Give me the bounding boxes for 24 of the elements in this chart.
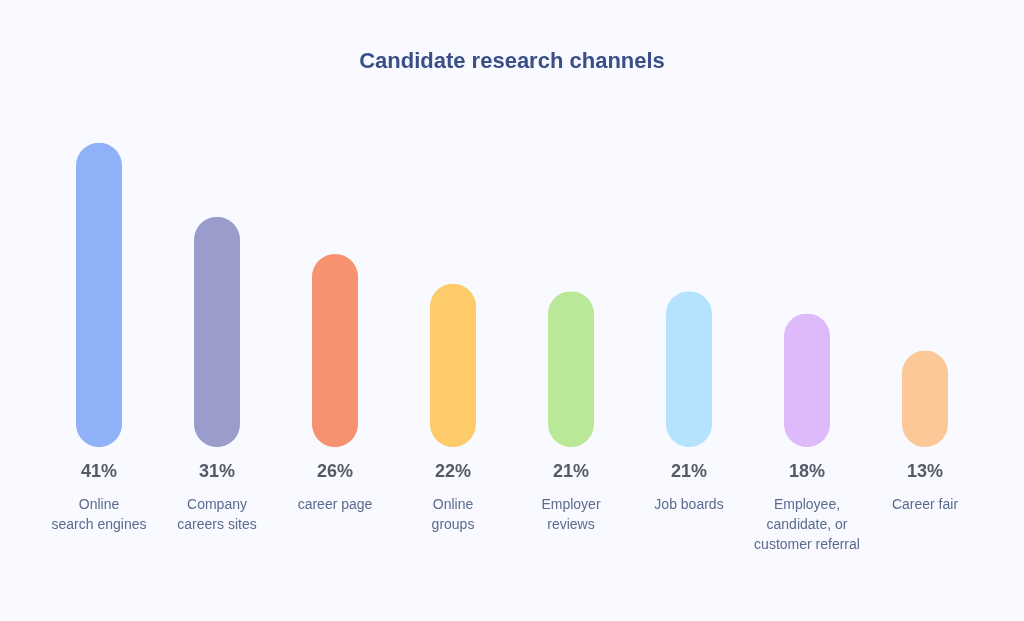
- x-tick-label: Online groups: [431, 495, 475, 532]
- bar: [194, 216, 240, 447]
- data-label: 31%: [198, 461, 236, 481]
- x-tick-label: Job boards: [654, 495, 724, 512]
- data-label: 21%: [670, 461, 708, 481]
- bar: [784, 313, 830, 447]
- data-label: 41%: [80, 461, 118, 481]
- bar: [312, 254, 358, 447]
- data-label: 22%: [434, 461, 472, 481]
- bar: [666, 291, 712, 447]
- data-label: 13%: [906, 461, 944, 481]
- x-tick-label: Online search engines: [51, 495, 147, 532]
- bar: [76, 142, 122, 447]
- x-tick-label: career page: [297, 495, 373, 512]
- data-label: 26%: [316, 461, 354, 481]
- bar: [548, 291, 594, 447]
- x-tick-label: Company careers sites: [177, 495, 257, 532]
- data-label: 21%: [552, 461, 590, 481]
- x-tick-label: Career fair: [891, 495, 959, 512]
- x-tick-label: Employee, candidate, or customer referral: [754, 495, 860, 552]
- data-label: 18%: [788, 461, 826, 481]
- x-tick-label: Employer reviews: [541, 495, 601, 532]
- bar: [430, 283, 476, 447]
- chart-title: Candidate research channels: [359, 48, 665, 73]
